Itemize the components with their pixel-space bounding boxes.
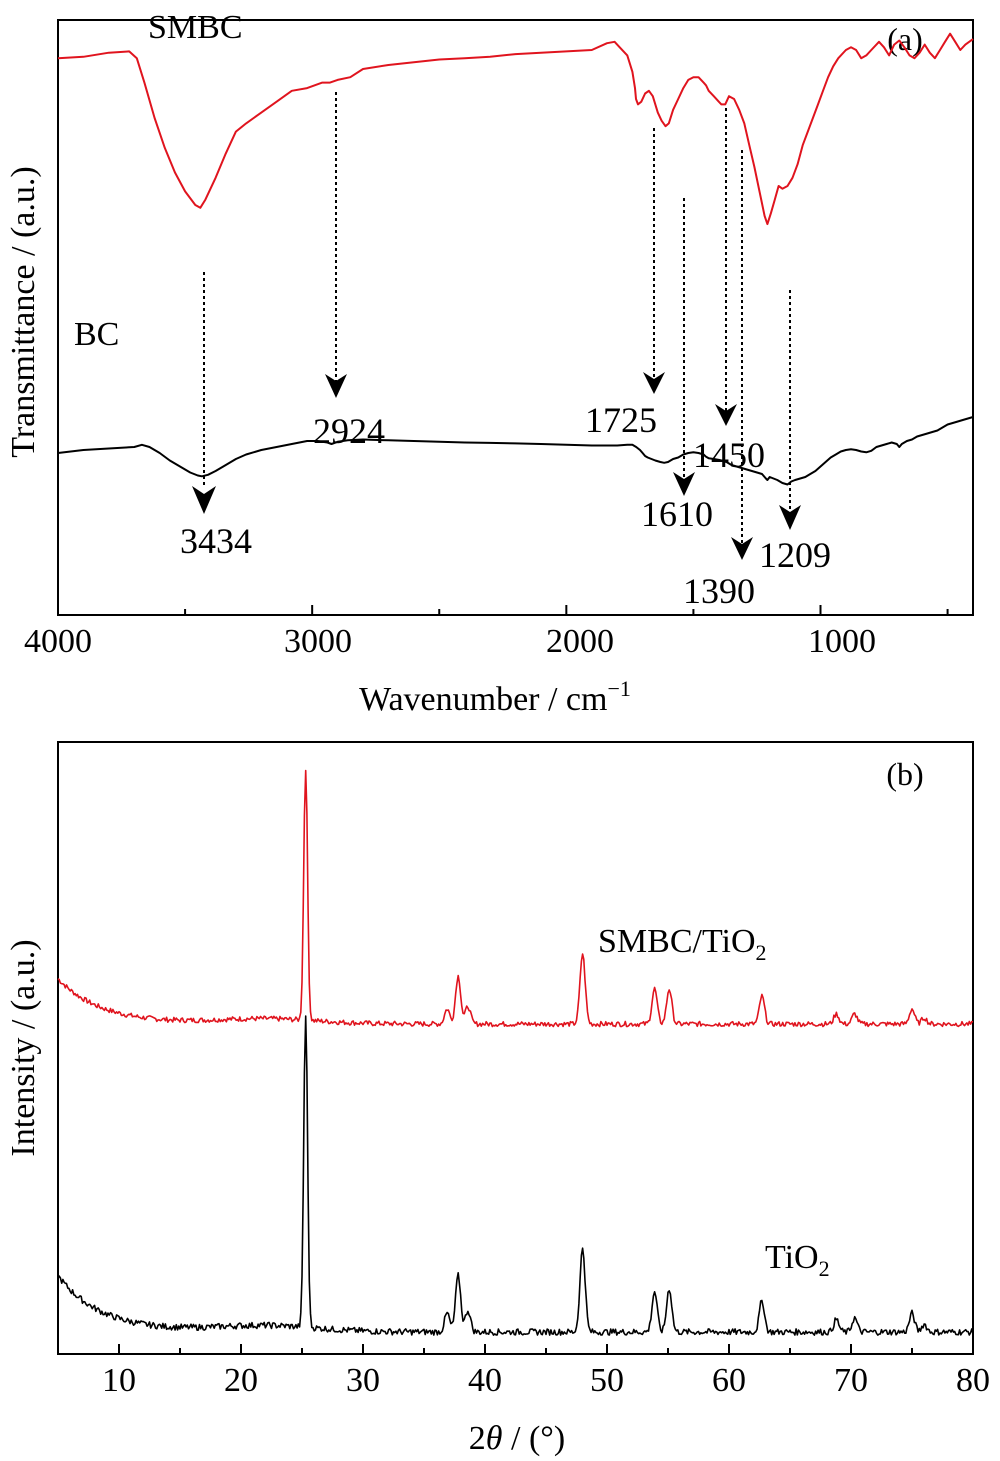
panel-a-x-tick-label: 1000	[808, 623, 876, 660]
arrowhead-1390	[731, 537, 753, 560]
panel-b-x-tick-labels: 10 20 30 40 50 60 70 80	[102, 1362, 990, 1399]
annotation-1209: 1209	[759, 535, 831, 575]
panel-a-y-axis-label: Transmittance / (a.u.)	[5, 166, 42, 457]
panel-a-arrowheads	[192, 372, 801, 560]
panel-b-x-ticks	[57, 1344, 974, 1354]
panel-b-x-tick-label: 70	[834, 1362, 868, 1399]
arrowhead-2924	[325, 374, 347, 398]
panel-a-annotations: 3434 2924 1725 1610 1450 1390 1209	[180, 400, 831, 611]
arrowhead-3434	[192, 486, 216, 514]
series-label-tio2-text: TiO	[765, 1239, 819, 1276]
panel-a-plot-frame	[57, 19, 974, 616]
series-line-tio2	[57, 1015, 974, 1336]
panel-b-x-axis-label-theta: θ	[486, 1420, 503, 1457]
annotation-1610: 1610	[641, 494, 713, 534]
panel-a-dotted-guides	[203, 92, 791, 545]
arrowhead-1450	[715, 404, 737, 426]
panel-b-x-tick-label: 40	[468, 1362, 502, 1399]
panel-b-x-axis-label: 2θ / (°)	[469, 1420, 565, 1457]
panel-a-x-ticks	[57, 605, 949, 615]
series-label-smbc-tio2-sub: 2	[756, 940, 767, 965]
annotation-1390: 1390	[683, 571, 755, 611]
panel-a-x-tick-label: 2000	[546, 623, 614, 660]
arrowhead-1725	[643, 372, 665, 394]
panel-b-x-axis-label-part: 2	[469, 1420, 486, 1457]
panel-b-x-tick-label: 10	[102, 1362, 136, 1399]
series-label-smbc: SMBC	[148, 9, 243, 46]
panel-b-x-tick-label: 60	[712, 1362, 746, 1399]
annotation-1450: 1450	[693, 435, 765, 475]
panel-a-label: (a)	[887, 21, 923, 57]
series-line-bc	[57, 416, 974, 486]
series-label-bc: BC	[74, 316, 119, 353]
panel-a-x-tick-label: 3000	[284, 623, 352, 660]
arrowhead-1610	[673, 472, 695, 496]
panel-b-x-axis-label-unit: / (°)	[503, 1420, 566, 1457]
arrowhead-1209	[779, 505, 801, 530]
series-line-smbc	[57, 32, 974, 226]
panel-b-plot-frame	[57, 741, 974, 1355]
panel-b-x-tick-label: 80	[956, 1362, 990, 1399]
panel-b-y-axis-label: Intensity / (a.u.)	[5, 939, 42, 1156]
panel-b-x-tick-label: 20	[224, 1362, 258, 1399]
panel-a-x-tick-label: 4000	[24, 623, 92, 660]
panel-a-ftir: 4000 3000 2000 1000 Wavenumber / cm−1 Tr…	[5, 9, 974, 718]
series-line-smbc-tio2	[57, 769, 974, 1028]
series-label-smbc-tio2: SMBC/TiO2	[598, 923, 767, 965]
annotation-1725: 1725	[585, 400, 657, 440]
annotation-3434: 3434	[180, 521, 252, 561]
series-label-tio2: TiO2	[765, 1239, 830, 1281]
panel-b-x-tick-label: 50	[590, 1362, 624, 1399]
panel-b-x-tick-label: 30	[346, 1362, 380, 1399]
panel-a-x-axis-label: Wavenumber / cm−1	[359, 676, 631, 718]
series-label-tio2-sub: 2	[819, 1256, 830, 1281]
series-label-smbc-tio2-text: SMBC/TiO	[598, 923, 756, 960]
panel-a-x-axis-label-text: Wavenumber / cm	[359, 681, 607, 718]
panel-b-label: (b)	[886, 756, 923, 792]
panel-a-x-axis-label-sup: −1	[607, 676, 630, 701]
panel-a-x-tick-labels: 4000 3000 2000 1000	[24, 623, 876, 660]
panel-b-xrd: 10 20 30 40 50 60 70 80 2θ / (°) Intensi…	[5, 741, 990, 1457]
annotation-2924: 2924	[313, 411, 385, 451]
